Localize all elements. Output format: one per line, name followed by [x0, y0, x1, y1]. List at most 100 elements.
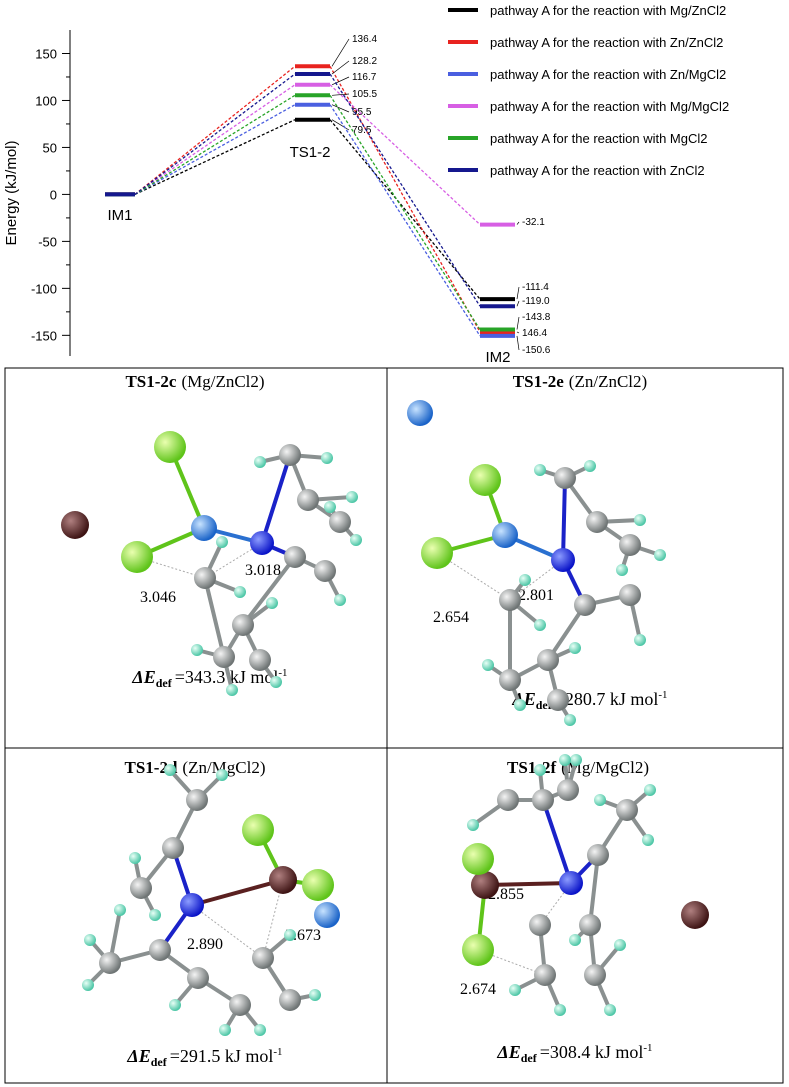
legend-entry: pathway A for the reaction with Zn/MgCl2	[490, 67, 726, 82]
deformation-energy: ΔEdef =343.3 kJ mol-1	[131, 667, 287, 690]
symbol: ΔE	[496, 1042, 520, 1062]
atom	[574, 594, 596, 616]
atom	[509, 984, 521, 996]
atom	[499, 669, 521, 691]
deformation-energy: ΔEdef =280.7 kJ mol-1	[511, 689, 667, 712]
connector	[134, 94, 296, 195]
atom	[547, 689, 569, 711]
atom	[614, 939, 626, 951]
atom	[284, 929, 296, 941]
leader-line	[331, 76, 350, 86]
distance-label: 2.654	[433, 609, 469, 626]
legend-entry: pathway A for the reaction with MgCl2	[490, 131, 708, 146]
y-tick-label: -150	[31, 328, 57, 343]
atom	[242, 814, 274, 846]
panel-title: TS1-2c (Mg/ZnCl2)	[125, 372, 264, 391]
bond	[241, 555, 297, 627]
molecule	[407, 400, 666, 726]
molecule	[61, 431, 362, 696]
atom	[616, 799, 638, 821]
atom	[266, 597, 278, 609]
atom	[114, 904, 126, 916]
atom	[482, 659, 494, 671]
atom	[99, 952, 121, 974]
atom	[234, 586, 246, 598]
atom	[469, 464, 501, 496]
state-label: TS1-2	[290, 144, 331, 161]
value-label: -143.8	[522, 312, 551, 323]
distance-label: 2.890	[187, 936, 223, 953]
atom	[324, 501, 336, 513]
atom	[462, 934, 494, 966]
atom	[554, 467, 576, 489]
system: (Mg/MgCl2)	[561, 758, 649, 777]
energy: =308.4 kJ mol	[540, 1042, 644, 1062]
y-tick-label: 50	[43, 140, 57, 155]
atom	[557, 779, 579, 801]
distance-label: 3.046	[140, 589, 176, 606]
atom	[534, 464, 546, 476]
deformation-energy: ΔEdef =308.4 kJ mol-1	[496, 1042, 652, 1065]
atom	[279, 444, 301, 466]
distance-label: 2.801	[518, 587, 554, 604]
atom	[186, 789, 208, 811]
legend-entry: pathway A for the reaction with Mg/MgCl2	[490, 99, 729, 114]
atom	[681, 901, 709, 929]
atom	[250, 531, 274, 555]
atom	[309, 989, 321, 1001]
distance-label: 2.674	[460, 981, 496, 998]
leader-line	[516, 221, 520, 225]
value-label: -32.1	[522, 217, 545, 228]
atom	[642, 834, 654, 846]
leader-line	[516, 335, 520, 351]
atom	[130, 877, 152, 899]
atom	[492, 522, 518, 548]
contact	[191, 904, 264, 959]
y-tick-label: 100	[35, 93, 57, 108]
bond	[203, 576, 226, 659]
y-tick-label: 150	[35, 46, 57, 61]
legend-entry: pathway A for the reaction with ZnCl2	[490, 163, 705, 178]
atom	[499, 589, 521, 611]
atom	[619, 534, 641, 556]
energy: =280.7 kJ mol	[555, 689, 659, 709]
state-label: IM1	[107, 207, 132, 224]
atom	[594, 794, 606, 806]
energy: =343.3 kJ mol	[175, 667, 279, 687]
atom	[302, 869, 334, 901]
symbol: ΔE	[131, 667, 155, 687]
value-label: 136.4	[352, 34, 377, 45]
atom	[587, 844, 609, 866]
atom	[329, 511, 351, 533]
connector	[134, 73, 296, 195]
atom	[314, 560, 336, 582]
bond	[546, 603, 587, 662]
atom	[534, 964, 556, 986]
value-label: -150.6	[522, 345, 551, 356]
atom	[191, 644, 203, 656]
atom	[564, 714, 576, 726]
atom	[514, 699, 526, 711]
atom	[162, 837, 184, 859]
system: (Zn/ZnCl2)	[569, 372, 647, 391]
atom	[249, 649, 271, 671]
atom	[129, 852, 141, 864]
molecule	[82, 764, 340, 1036]
energy-diagram: Energy (kJ/mol) -150 -100 -50 0 50 100 150 IM1 T…	[3, 3, 729, 366]
atom	[634, 514, 646, 526]
leader-line	[331, 38, 350, 67]
atom	[180, 893, 204, 917]
atom	[154, 431, 186, 463]
atom	[191, 515, 217, 541]
atom	[559, 871, 583, 895]
value-label: -119.0	[522, 296, 550, 307]
superscript: -1	[278, 667, 287, 679]
connector	[134, 119, 296, 195]
atom	[121, 541, 153, 573]
subscript: def	[151, 1055, 168, 1069]
superscript: -1	[658, 689, 667, 701]
atom	[229, 994, 251, 1016]
leader-line	[516, 316, 520, 330]
structure-id: TS1-2e	[513, 372, 564, 391]
atom	[644, 784, 656, 796]
